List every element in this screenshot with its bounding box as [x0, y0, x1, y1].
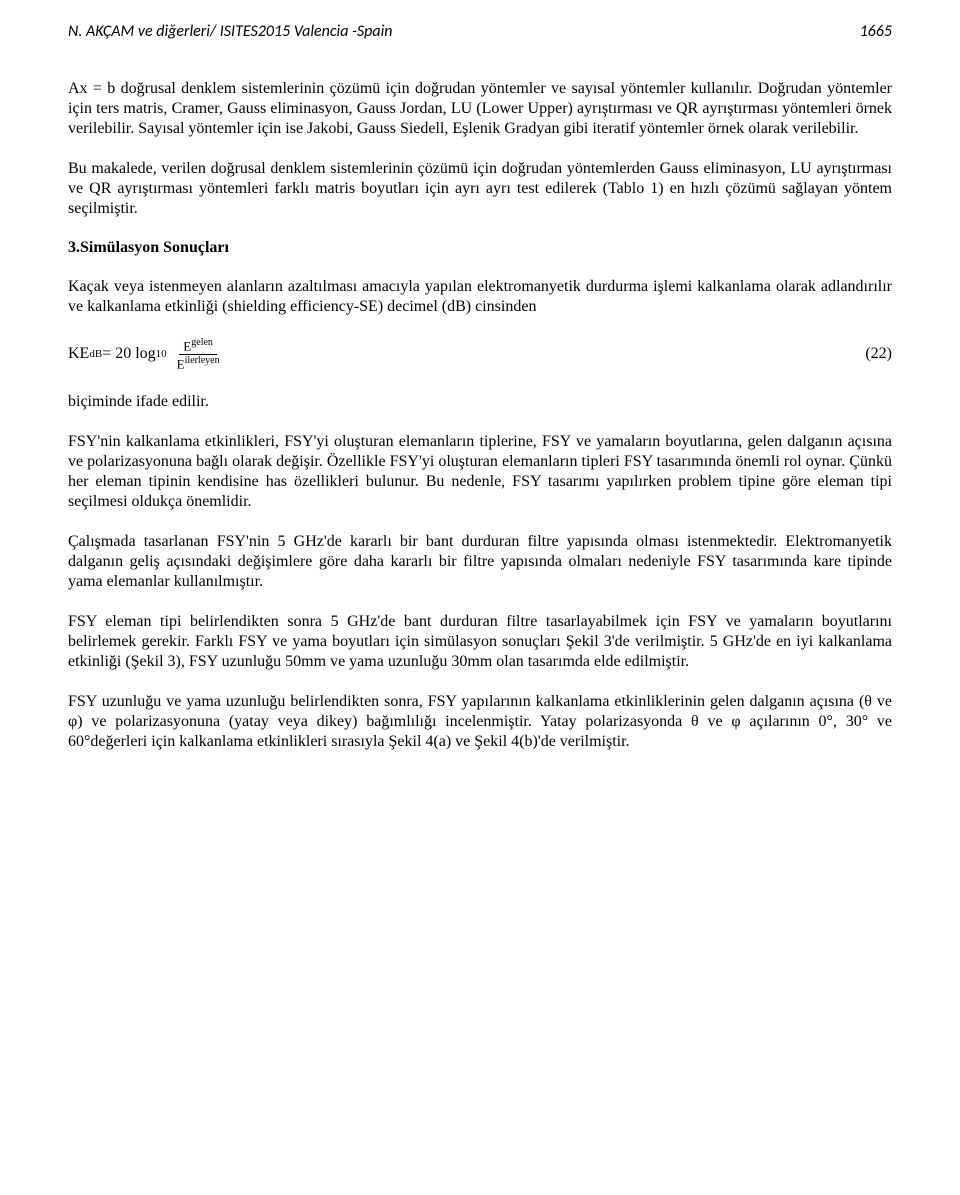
paragraph-7: FSY eleman tipi belirlendikten sonra 5 G…	[68, 612, 892, 672]
paragraph-6: Çalışmada tasarlanan FSY'nin 5 GHz'de ka…	[68, 532, 892, 592]
paragraph-5: FSY'nin kalkanlama etkinlikleri, FSY'yi …	[68, 432, 892, 512]
equation-lhs: KE	[68, 345, 89, 363]
equation-lhs-sub: dB	[89, 348, 102, 360]
equation-expression: KEdB = 20 log10 Egelen Eilerleyen	[68, 337, 224, 372]
equation-fraction: Egelen Eilerleyen	[173, 337, 224, 372]
equation-number: (22)	[865, 345, 892, 363]
paragraph-8: FSY uzunluğu ve yama uzunluğu belirlendi…	[68, 692, 892, 752]
fraction-numerator: Egelen	[179, 337, 217, 355]
paragraph-4: biçiminde ifade edilir.	[68, 392, 892, 412]
equation-eq: = 20 log	[102, 345, 155, 363]
den-sup: ilerleyen	[185, 355, 220, 366]
num-sup: gelen	[191, 337, 213, 348]
paragraph-2: Bu makalede, verilen doğrusal denklem si…	[68, 159, 892, 219]
equation-log-sub: 10	[156, 348, 167, 360]
paragraph-3: Kaçak veya istenmeyen alanların azaltılm…	[68, 277, 892, 317]
header-page-number: 1665	[860, 22, 892, 41]
equation-22: KEdB = 20 log10 Egelen Eilerleyen (22)	[68, 337, 892, 372]
den-E: E	[177, 356, 185, 371]
paragraph-1: Ax = b doğrusal denklem sistemlerinin çö…	[68, 79, 892, 139]
section-heading-3: 3.Simülasyon Sonuçları	[68, 239, 892, 257]
header-left: N. AKÇAM ve diğerleri/ ISITES2015 Valenc…	[68, 22, 393, 41]
fraction-denominator: Eilerleyen	[173, 355, 224, 372]
page-header: N. AKÇAM ve diğerleri/ ISITES2015 Valenc…	[68, 22, 892, 41]
